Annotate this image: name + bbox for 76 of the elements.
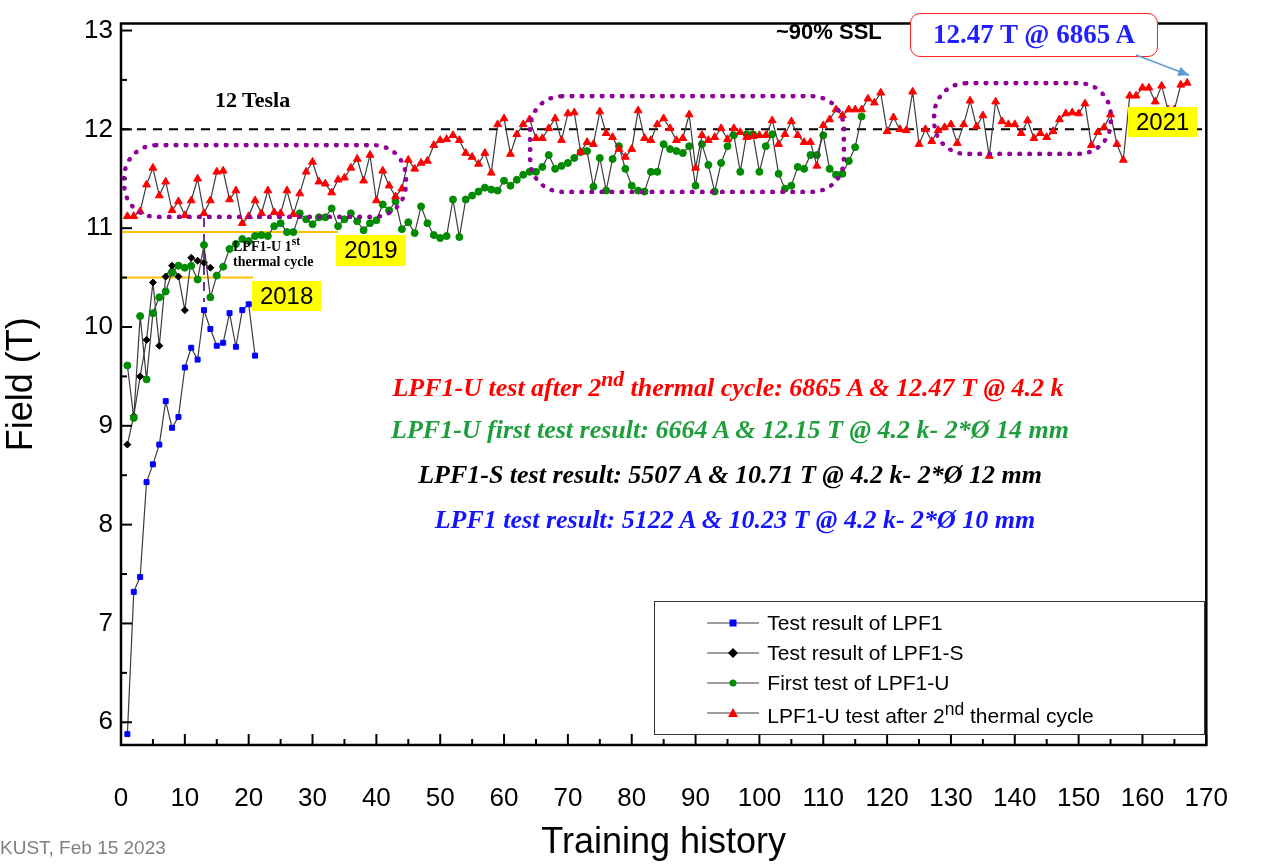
point bbox=[239, 307, 246, 314]
point bbox=[206, 263, 215, 272]
point bbox=[181, 364, 188, 371]
point bbox=[207, 325, 214, 332]
x-tick-label: 80 bbox=[617, 781, 647, 812]
point bbox=[188, 344, 195, 351]
x-tick-label: 90 bbox=[681, 781, 711, 812]
annotation: 12.47 T @ 6865 A bbox=[910, 13, 1158, 57]
point bbox=[174, 272, 183, 281]
point bbox=[180, 306, 189, 315]
point bbox=[220, 339, 227, 346]
x-tick-label: 140 bbox=[993, 781, 1037, 812]
point bbox=[201, 307, 207, 314]
y-tick-label: 13 bbox=[84, 13, 113, 44]
point bbox=[155, 341, 164, 350]
y-tick-label: 8 bbox=[98, 507, 113, 538]
x-tick-label: 20 bbox=[234, 781, 264, 812]
text: KUST, Feb 15 2023 bbox=[0, 837, 166, 859]
x-tick-label: 150 bbox=[1056, 781, 1101, 812]
point bbox=[123, 440, 132, 449]
point bbox=[245, 301, 252, 308]
legend-label: Test result of LPF1 bbox=[767, 611, 943, 635]
x-tick-label: 110 bbox=[802, 781, 844, 812]
point bbox=[130, 588, 137, 595]
y-axis-title: Field (T) bbox=[0, 317, 40, 452]
point bbox=[124, 731, 131, 738]
annotation: 2018 bbox=[251, 280, 322, 311]
point bbox=[252, 352, 259, 359]
point bbox=[142, 335, 151, 344]
point bbox=[187, 253, 196, 262]
ref-line-label: LPF1-U 1$^{st}$ thermal cycle bbox=[233, 235, 315, 270]
point bbox=[156, 441, 163, 448]
x-tick-label: 50 bbox=[425, 781, 455, 812]
point bbox=[149, 461, 156, 468]
x-tick-label: 70 bbox=[553, 781, 583, 812]
x-tick-label: 170 bbox=[1184, 781, 1229, 812]
point bbox=[193, 256, 202, 265]
ref-line-label: 12 Tesla bbox=[215, 87, 291, 113]
point bbox=[148, 278, 157, 287]
x-tick-label: 30 bbox=[298, 781, 327, 812]
annotation: LPF1-S test result: 5507 A & 10.71 T @ 4.2 k- 2*Ø 12 mm bbox=[418, 460, 1042, 490]
point bbox=[226, 310, 233, 317]
legend-label: LPF1-U test after 2$^{nd}$ thermal cycle bbox=[767, 698, 1094, 728]
annotation: LPF1 test result: 5122 A & 10.23 T @ 4.2 k- 2*Ø 10 mm bbox=[434, 505, 1036, 535]
y-tick-label: 12 bbox=[84, 112, 113, 143]
point bbox=[136, 372, 145, 381]
x-tick-label: 0 bbox=[113, 781, 129, 812]
annotation: 2021 bbox=[1128, 107, 1198, 138]
x-tick-label: 40 bbox=[361, 781, 391, 812]
point bbox=[175, 413, 182, 420]
y-tick-label: 11 bbox=[86, 211, 113, 242]
annotation: LPF1-U first test result: 6664 A & 12.15 T @ 4.2 k- 2*Ø 14 mm bbox=[391, 415, 1069, 445]
y-tick-label: 9 bbox=[98, 408, 113, 439]
x-tick-label: 160 bbox=[1120, 781, 1165, 812]
x-tick-label: 100 bbox=[737, 781, 782, 812]
y-tick-label: 10 bbox=[84, 310, 113, 341]
x-axis-title: Training history bbox=[541, 820, 787, 862]
annotation: LPF1-U test after 2$^{nd}$ thermal cycle: 6865 A & 12.47 T @ 4.2 k bbox=[392, 367, 1064, 403]
point bbox=[169, 424, 176, 431]
x-tick-label: 10 bbox=[170, 781, 200, 812]
point bbox=[232, 343, 239, 350]
point bbox=[162, 398, 169, 405]
x-tick-label: 60 bbox=[489, 781, 519, 812]
point bbox=[137, 574, 144, 580]
y-tick-label: 6 bbox=[98, 705, 113, 736]
point bbox=[143, 479, 150, 486]
legend-label: First test of LPF1-U bbox=[767, 671, 950, 695]
point bbox=[194, 356, 201, 363]
point bbox=[161, 272, 170, 281]
point bbox=[213, 342, 220, 349]
annotation: ~90% SSL bbox=[776, 19, 882, 45]
legend-label: Test result of LPF1-S bbox=[767, 641, 964, 665]
x-tick-label: 130 bbox=[929, 781, 973, 812]
x-tick-label: 120 bbox=[865, 781, 909, 812]
y-tick-label: 7 bbox=[98, 606, 113, 637]
annotation: 2019 bbox=[336, 235, 406, 266]
